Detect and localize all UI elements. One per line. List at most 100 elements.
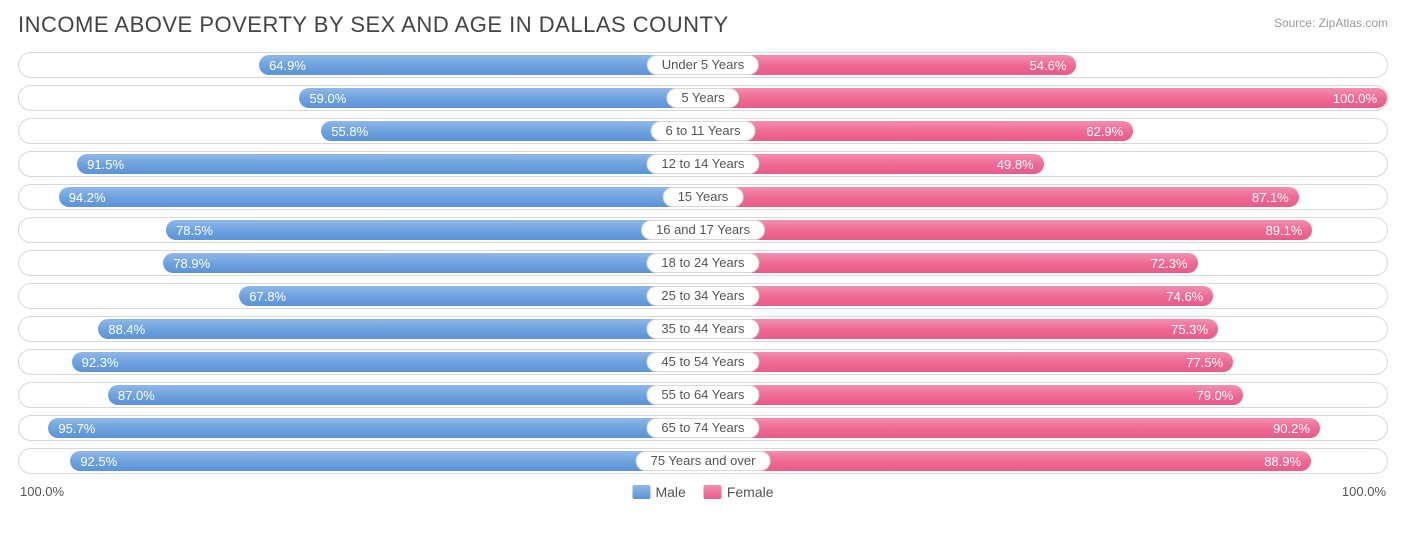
- axis-max-left: 100.0%: [20, 484, 64, 499]
- male-half: 55.8%: [19, 119, 703, 143]
- female-value-label: 79.0%: [1196, 388, 1233, 403]
- male-value-label: 91.5%: [87, 157, 124, 172]
- male-bar: 91.5%: [77, 154, 703, 174]
- male-half: 78.9%: [19, 251, 703, 275]
- male-bar: 94.2%: [59, 187, 703, 207]
- female-half: 49.8%: [703, 152, 1387, 176]
- male-bar: 55.8%: [321, 121, 703, 141]
- female-half: 72.3%: [703, 251, 1387, 275]
- male-half: 64.9%: [19, 53, 703, 77]
- female-swatch-icon: [704, 485, 722, 499]
- female-bar: 90.2%: [703, 418, 1320, 438]
- male-half: 92.5%: [19, 449, 703, 473]
- age-label: 35 to 44 Years: [646, 319, 759, 339]
- chart-row: 94.2% 87.1% 15 Years: [18, 184, 1388, 210]
- age-label: 5 Years: [666, 88, 739, 108]
- chart-row: 64.9% 54.6% Under 5 Years: [18, 52, 1388, 78]
- chart-rows: 64.9% 54.6% Under 5 Years 59.0% 100.0% 5 Year…: [18, 52, 1388, 474]
- female-bar: 74.6%: [703, 286, 1213, 306]
- chart-row: 88.4% 75.3%35 to 44 Years: [18, 316, 1388, 342]
- female-half: 88.9%: [703, 449, 1387, 473]
- legend: Male Female: [632, 484, 773, 500]
- chart-row: 92.5% 88.9%75 Years and over: [18, 448, 1388, 474]
- female-half: 79.0%: [703, 383, 1387, 407]
- male-value-label: 94.2%: [69, 190, 106, 205]
- female-bar: 72.3%: [703, 253, 1198, 273]
- female-bar: 54.6%: [703, 55, 1076, 75]
- male-value-label: 92.3%: [82, 355, 119, 370]
- male-half: 59.0%: [19, 86, 703, 110]
- female-bar: 77.5%: [703, 352, 1233, 372]
- male-value-label: 67.8%: [249, 289, 286, 304]
- age-label: 15 Years: [663, 187, 744, 207]
- age-label: 16 and 17 Years: [641, 220, 765, 240]
- female-value-label: 100.0%: [1333, 91, 1377, 106]
- male-value-label: 59.0%: [309, 91, 346, 106]
- legend-female-label: Female: [727, 484, 774, 500]
- age-label: 6 to 11 Years: [651, 121, 756, 141]
- age-label: 55 to 64 Years: [646, 385, 759, 405]
- female-half: 90.2%: [703, 416, 1387, 440]
- female-bar: 100.0%: [703, 88, 1387, 108]
- female-half: 89.1%: [703, 218, 1387, 242]
- female-bar: 87.1%: [703, 187, 1299, 207]
- chart-row: 67.8% 74.6% 25 to 34 Years: [18, 283, 1388, 309]
- male-bar: 64.9%: [259, 55, 703, 75]
- chart-row: 87.0% 79.0% 55 to 64 Years: [18, 382, 1388, 408]
- female-value-label: 89.1%: [1266, 223, 1303, 238]
- female-value-label: 49.8%: [997, 157, 1034, 172]
- chart-row: 78.9% 72.3% 18 to 24 Years: [18, 250, 1388, 276]
- male-half: 88.4%: [19, 317, 703, 341]
- age-label: 65 to 74 Years: [646, 418, 759, 438]
- male-half: 67.8%: [19, 284, 703, 308]
- female-value-label: 77.5%: [1186, 355, 1223, 370]
- chart-row: 59.0% 100.0% 5 Years: [18, 85, 1388, 111]
- male-half: 92.3%: [19, 350, 703, 374]
- chart-header: INCOME ABOVE POVERTY BY SEX AND AGE IN D…: [18, 12, 1388, 38]
- female-value-label: 87.1%: [1252, 190, 1289, 205]
- female-half: 74.6%: [703, 284, 1387, 308]
- female-half: 75.3%: [703, 317, 1387, 341]
- age-label: Under 5 Years: [647, 55, 759, 75]
- male-half: 87.0%: [19, 383, 703, 407]
- female-half: 54.6%: [703, 53, 1387, 77]
- male-value-label: 87.0%: [118, 388, 155, 403]
- male-bar: 59.0%: [299, 88, 703, 108]
- male-half: 95.7%: [19, 416, 703, 440]
- female-half: 100.0%: [703, 86, 1387, 110]
- age-label: 18 to 24 Years: [646, 253, 759, 273]
- female-value-label: 74.6%: [1166, 289, 1203, 304]
- male-value-label: 95.7%: [58, 421, 95, 436]
- chart-source: Source: ZipAtlas.com: [1274, 16, 1388, 30]
- male-value-label: 64.9%: [269, 58, 306, 73]
- female-bar: 79.0%: [703, 385, 1243, 405]
- male-value-label: 88.4%: [108, 322, 145, 337]
- female-bar: 62.9%: [703, 121, 1133, 141]
- chart-row: 91.5% 49.8% 12 to 14 Years: [18, 151, 1388, 177]
- chart-footer: 100.0% 100.0% Male Female: [18, 484, 1388, 506]
- age-label: 45 to 54 Years: [646, 352, 759, 372]
- male-half: 91.5%: [19, 152, 703, 176]
- legend-male: Male: [632, 484, 685, 500]
- male-bar: 78.5%: [166, 220, 703, 240]
- male-bar: 67.8%: [239, 286, 703, 306]
- male-value-label: 55.8%: [331, 124, 368, 139]
- female-bar: 88.9%: [703, 451, 1311, 471]
- male-value-label: 92.5%: [80, 454, 117, 469]
- female-value-label: 72.3%: [1151, 256, 1188, 271]
- male-half: 78.5%: [19, 218, 703, 242]
- male-value-label: 78.5%: [176, 223, 213, 238]
- male-bar: 92.3%: [72, 352, 703, 372]
- axis-max-right: 100.0%: [1342, 484, 1386, 499]
- female-half: 87.1%: [703, 185, 1387, 209]
- age-label: 75 Years and over: [636, 451, 771, 471]
- chart-title: INCOME ABOVE POVERTY BY SEX AND AGE IN D…: [18, 12, 729, 38]
- chart-row: 95.7% 90.2%65 to 74 Years: [18, 415, 1388, 441]
- female-value-label: 54.6%: [1030, 58, 1067, 73]
- female-value-label: 62.9%: [1086, 124, 1123, 139]
- legend-male-label: Male: [655, 484, 685, 500]
- chart-row: 55.8% 62.9% 6 to 11 Years: [18, 118, 1388, 144]
- age-label: 25 to 34 Years: [646, 286, 759, 306]
- age-label: 12 to 14 Years: [646, 154, 759, 174]
- male-value-label: 78.9%: [173, 256, 210, 271]
